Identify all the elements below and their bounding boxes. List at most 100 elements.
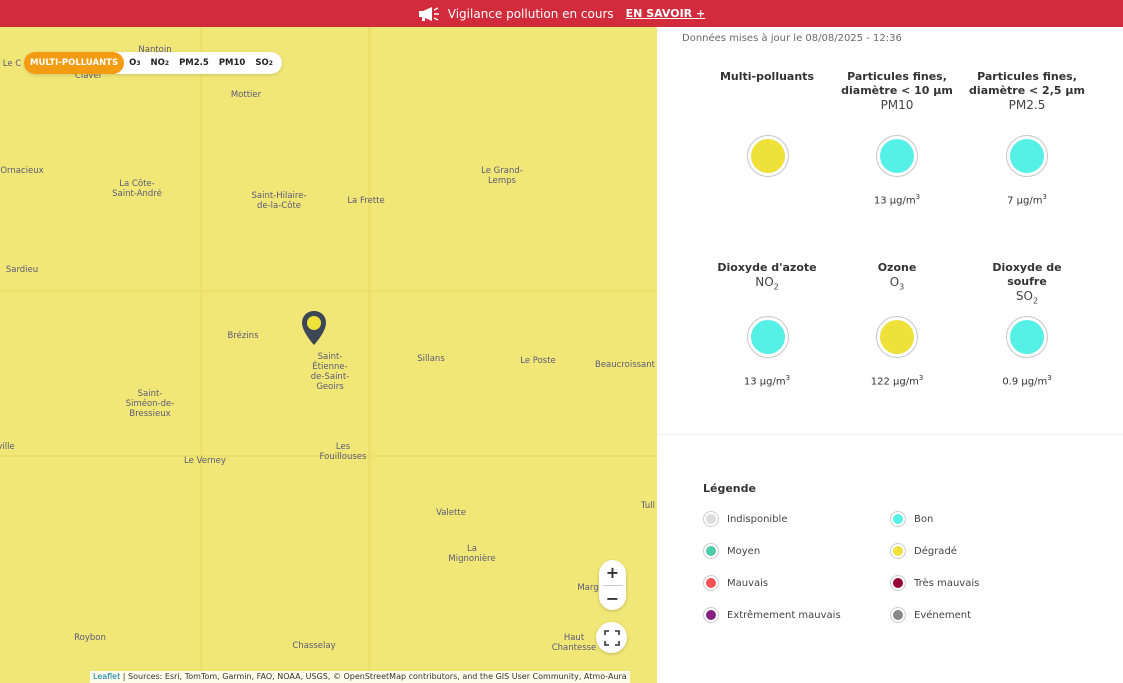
legend-label: Bon (914, 513, 934, 525)
map-place-label: Mottier (230, 90, 262, 100)
legend-label: Très mauvais (914, 577, 980, 589)
card-o3: Ozone O3 (832, 261, 962, 294)
pm10-value: 13 µg/m3 (873, 193, 921, 207)
map-place-label: Haut Chantesse (551, 633, 597, 653)
no2-indicator (747, 316, 789, 358)
indicator-fill (751, 320, 785, 354)
legend-swatch (703, 575, 719, 591)
megaphone-icon (418, 6, 439, 21)
legend-label: Indisponible (727, 513, 788, 525)
map-place-label: Le Grand- Lemps (481, 166, 523, 186)
selector-multi-polluants[interactable]: MULTI-POLLUANTS (24, 52, 125, 74)
card-symbol: NO2 (755, 275, 779, 292)
map-place-label: Brézins (227, 331, 259, 341)
indicator-fill (751, 139, 785, 173)
legend-swatch (890, 607, 906, 623)
card-symbol: PM2.5 (1008, 98, 1046, 112)
leaflet-link[interactable]: Leaflet (93, 672, 121, 681)
map-place-label: La Frette (347, 196, 385, 206)
legend-item: Très mauvais (890, 575, 979, 591)
card-name: Dioxyde d'azote (717, 261, 817, 274)
selector-pm10[interactable]: PM10 (218, 58, 246, 68)
map-place-label: ville (0, 442, 15, 452)
card-pm10: Particules fines, diamètre < 10 µm PM10 (832, 70, 962, 113)
map-place-label: Le Verney (184, 456, 226, 466)
selector-pm25[interactable]: PM2.5 (179, 58, 209, 68)
legend-item: Bon (890, 511, 933, 527)
multi-polluants-indicator (747, 135, 789, 177)
alert-banner: Vigilance pollution en cours EN SAVOIR + (0, 0, 1123, 27)
map-place-label: Le C (2, 59, 22, 69)
map-place-label: Beaucroissant (595, 360, 655, 370)
legend-item: Evénement (890, 607, 971, 623)
legend-title: Légende (703, 482, 756, 495)
legend-item: Indisponible (703, 511, 787, 527)
card-symbol: SO2 (1015, 289, 1039, 306)
no2-value: 13 µg/m3 (743, 374, 791, 388)
selector-so2[interactable]: SO 2 (255, 58, 273, 68)
legend-item: Mauvais (703, 575, 768, 591)
legend-label: Evénement (914, 609, 972, 621)
legend-swatch (890, 511, 906, 527)
map-place-label: Saint- Siméon-de- Bressieux (125, 389, 175, 419)
legend-label: Dégradé (914, 545, 957, 557)
zoom-in-button[interactable]: + (605, 563, 620, 582)
location-marker-icon[interactable] (301, 310, 327, 346)
learn-more-link[interactable]: EN SAVOIR + (625, 7, 706, 20)
card-name: Dioxyde de soufre (992, 261, 1062, 288)
map-place-label: Sillans (417, 354, 445, 364)
indicator-fill (1010, 139, 1044, 173)
legend-swatch (703, 607, 719, 623)
selector-no2[interactable]: NO 2 (150, 58, 170, 68)
card-symbol: O3 (889, 275, 905, 292)
pm25-indicator (1006, 135, 1048, 177)
legend-swatch (890, 575, 906, 591)
so2-value: 0.9 µg/m3 (1002, 374, 1052, 388)
zoom-divider (602, 585, 623, 586)
map-place-label: Saint-Hilaire- de-la-Côte (251, 191, 307, 211)
fullscreen-icon (603, 629, 620, 646)
map-place-label: Le Poste (520, 356, 556, 366)
legend-swatch (703, 511, 719, 527)
card-symbol: PM10 (880, 98, 914, 112)
card-multi-polluants: Multi-polluants (702, 70, 832, 84)
map-place-label: Saint- Étienne- de-Saint- Geoirs (310, 352, 350, 392)
card-so2: Dioxyde de soufre SO2 (962, 261, 1092, 308)
legend-swatch (703, 543, 719, 559)
map-place-label: Nantoin (138, 45, 172, 55)
zoom-control: + − (599, 560, 626, 610)
map-place-label: Marg (577, 583, 599, 593)
attribution-text: | Sources: Esri, TomTom, Garmin, FAO, NO… (120, 672, 627, 681)
legend-item: Extrêmement mauvais (703, 607, 841, 623)
card-name: Ozone (877, 261, 917, 274)
map-place-label: La Côte- Saint-André (112, 179, 162, 199)
pm25-value: 7 µg/m3 (1007, 193, 1047, 207)
indicator-fill (880, 320, 914, 354)
pollution-map[interactable]: Nantoin Clavel Le C Mottier Ornacieux La Côte… (0, 27, 657, 683)
card-name: Particules fines, diamètre < 10 µm (841, 70, 953, 97)
card-name: Particules fines, diamètre < 2,5 µm (969, 70, 1085, 97)
so2-indicator (1006, 316, 1048, 358)
zoom-out-button[interactable]: − (605, 589, 620, 608)
map-place-label: Tull (640, 501, 656, 511)
o3-value: 122 µg/m3 (870, 374, 924, 388)
map-place-label: Clavel (74, 71, 102, 81)
legend-label: Extrêmement mauvais (727, 609, 841, 621)
map-place-label: Valette (436, 508, 466, 518)
card-no2: Dioxyde d'azote NO2 (702, 261, 832, 294)
fullscreen-button[interactable] (596, 622, 627, 653)
map-place-label: Sardieu (5, 265, 39, 275)
pm10-indicator (876, 135, 918, 177)
map-place-label: Les Fouillouses (319, 442, 367, 462)
o3-indicator (876, 316, 918, 358)
map-road (0, 455, 657, 457)
legend-item: Moyen (703, 543, 760, 559)
map-attribution: Leaflet | Sources: Esri, TomTom, Garmin,… (90, 671, 630, 683)
alert-title: Vigilance pollution en cours (447, 6, 614, 21)
map-road (368, 27, 371, 683)
update-timestamp: Données mises à jour le 08/08/2025 - 12:… (682, 33, 902, 44)
card-pm25: Particules fines, diamètre < 2,5 µm PM2.… (962, 70, 1092, 113)
section-divider (657, 434, 1123, 435)
